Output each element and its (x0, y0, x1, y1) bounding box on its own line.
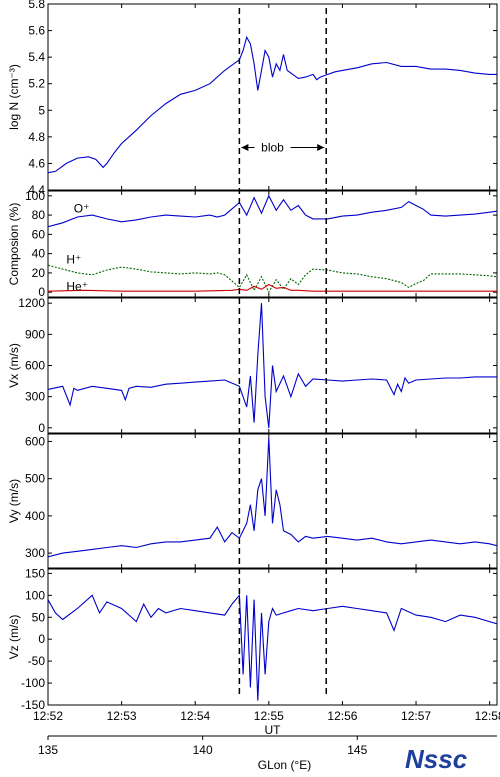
y-tick-label: 5.8 (28, 0, 45, 11)
y-tick-label: 0 (38, 421, 45, 435)
y-tick-label: 300 (25, 546, 45, 560)
x-tick-label: 12:58 (475, 709, 500, 723)
series-line-1 (48, 264, 497, 294)
y-tick-label: 600 (25, 434, 45, 448)
y-tick-label: 5.2 (28, 77, 45, 91)
x-axis-label: UT (265, 723, 282, 737)
y-tick-label: -50 (28, 654, 46, 668)
series-line (48, 35, 497, 174)
y-axis-label: Vz (m/s) (7, 615, 21, 660)
overlay: 12:52 12:53 12:54 12:55 12:56 12:57 12:58 UT 135… (33, 8, 500, 772)
y-tick-label: 1200 (18, 296, 45, 310)
panel-vz: -150 -100 -50 0 50 100 150 Vz (m/s) (7, 566, 498, 712)
x-tick-label: 12:52 (33, 709, 63, 723)
y-tick-label: 5 (38, 103, 45, 117)
y-tick-label: 60 (32, 227, 46, 241)
panel-frame (47, 3, 498, 191)
y-tick-label: 4.4 (28, 183, 45, 197)
y-axis-label: Vx (m/s) (7, 343, 21, 388)
series-annotation: H⁺ (66, 252, 81, 266)
y-tick-label: 0 (38, 632, 45, 646)
panel-logN: 4.4 4.6 4.8 5 5.2 5.4 5.6 5.8 log N (cm⁻³) blob (7, 0, 498, 197)
y-tick-label: 100 (25, 588, 45, 602)
y-tick-label: 50 (32, 610, 46, 624)
nssc-logo: Nssc (405, 744, 468, 774)
glon-tick-label: 140 (193, 743, 213, 757)
x-tick-label: 12:57 (401, 709, 431, 723)
glon-tick-label: 135 (38, 743, 58, 757)
y-axis-label: Vy (m/s) (7, 479, 21, 523)
y-tick-label: 4.6 (28, 156, 45, 170)
panel-frame (47, 433, 498, 569)
panel-composition: 0 20 40 60 80 100 Composion (%) O⁺ H⁺ He⁺ (7, 189, 498, 299)
glon-axis-label: GLon (°E) (258, 758, 311, 772)
y-axis-label: log N (cm⁻³) (7, 64, 21, 130)
panel-frame (47, 190, 498, 298)
series-annotation: O⁺ (74, 201, 90, 215)
y-tick-label: 100 (25, 189, 45, 203)
y-tick-label: 400 (25, 509, 45, 523)
x-tick-label: 12:55 (254, 709, 284, 723)
y-tick-label: 20 (32, 266, 46, 280)
x-tick-label: 12:54 (180, 709, 210, 723)
panels: 4.4 4.6 4.8 5 5.2 5.4 5.6 5.8 log N (cm⁻³) blob 0 2… (7, 0, 498, 712)
series-line-2 (48, 283, 497, 292)
series-line (48, 303, 497, 428)
blob-label: blob (261, 140, 284, 154)
y-tick-label: 150 (25, 566, 45, 580)
y-tick-label: 300 (25, 390, 45, 404)
y-tick-label: 0 (38, 285, 45, 299)
x-tick-label: 12:56 (327, 709, 357, 723)
panel-frame (47, 568, 498, 706)
y-tick-label: 80 (32, 208, 46, 222)
y-axis-label: Composion (%) (7, 203, 21, 286)
panel-vy: 300 400 500 600 Vy (m/s) (7, 433, 498, 569)
y-tick-label: 600 (25, 359, 45, 373)
y-tick-label: 900 (25, 327, 45, 341)
x-tick-label: 12:53 (107, 709, 137, 723)
series-line (48, 437, 497, 558)
series-line (48, 593, 497, 701)
panel-vx: 0 300 600 900 1200 Vx (m/s) (7, 296, 498, 435)
y-tick-label: -150 (21, 698, 45, 712)
y-tick-label: 5.4 (28, 50, 45, 64)
arrowhead-right (317, 143, 325, 151)
y-tick-label: -100 (21, 676, 45, 690)
series-annotation: He⁺ (66, 279, 88, 293)
y-tick-label: 40 (32, 247, 46, 261)
y-tick-label: 500 (25, 472, 45, 486)
series-line-0 (48, 194, 497, 228)
y-tick-label: 4.8 (28, 130, 45, 144)
y-tick-label: 5.6 (28, 24, 45, 38)
arrowhead-left (241, 143, 249, 151)
glon-tick-label: 145 (347, 743, 367, 757)
